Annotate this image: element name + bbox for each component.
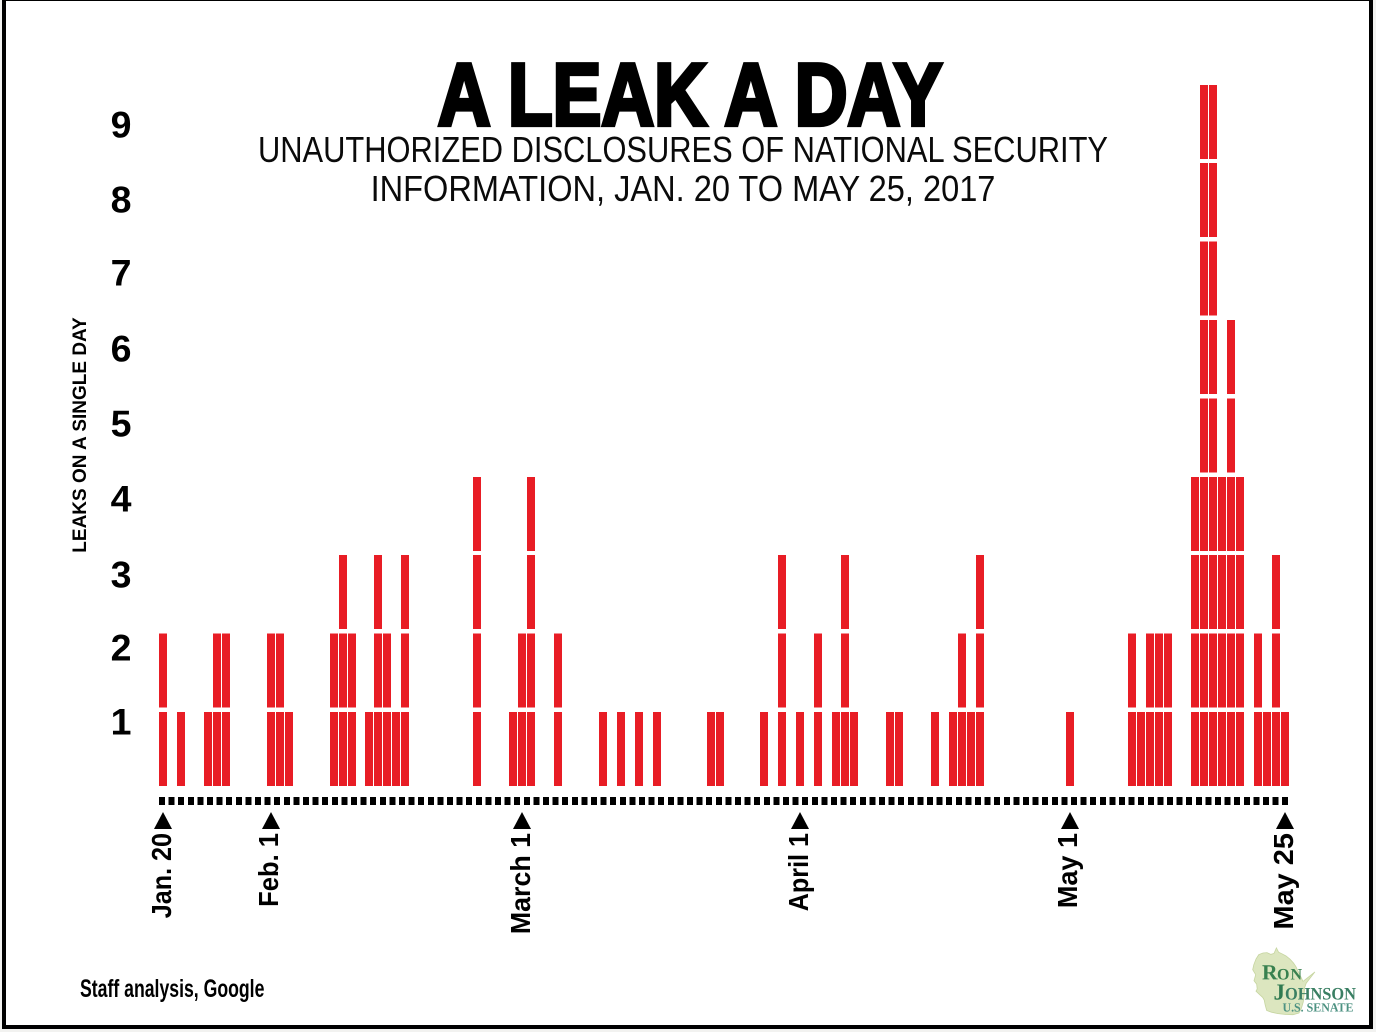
svg-text:ON: ON: [1277, 966, 1303, 983]
svg-text:J: J: [1273, 979, 1285, 1004]
svg-text:OHNSON: OHNSON: [1285, 983, 1356, 1003]
svg-text:R: R: [1262, 960, 1278, 984]
svg-text:U.S. SENATE: U.S. SENATE: [1282, 1000, 1353, 1014]
